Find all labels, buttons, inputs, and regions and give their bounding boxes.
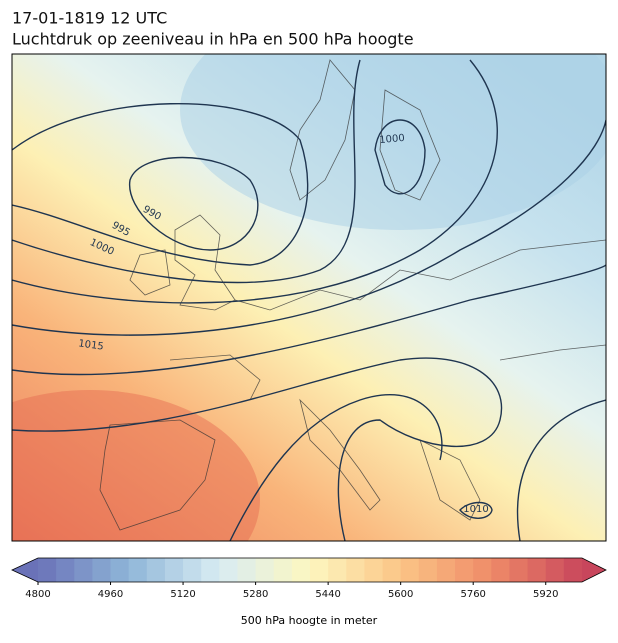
colorbar-bin <box>346 558 365 582</box>
colorbar-tick-label: 5920 <box>533 589 558 600</box>
colorbar-bin <box>328 558 347 582</box>
coastlines <box>99 59 606 531</box>
colorbar-tick-label: 5760 <box>460 589 485 600</box>
colorbar-bin <box>455 558 474 582</box>
colorbar-bin <box>491 558 510 582</box>
colorbar-tick-label: 5440 <box>315 589 340 600</box>
colorbar-tick-label: 5120 <box>170 589 195 600</box>
map-title: 17-01-1819 12 UTC <box>12 9 167 28</box>
high-height-area <box>12 390 260 541</box>
colorbar-bin <box>436 558 456 582</box>
low-height-area <box>180 54 606 230</box>
colorbar-extend-low <box>12 558 38 582</box>
colorbar-bin <box>110 558 130 582</box>
colorbar-bin <box>38 558 57 582</box>
isobar-label: 1000 <box>379 133 405 146</box>
colorbar-bin <box>219 558 238 582</box>
colorbar-bin <box>128 558 148 582</box>
colorbar-bin <box>364 558 383 582</box>
isobar-label: 1015 <box>78 338 105 352</box>
colorbar-label: 500 hPa hoogte in meter <box>241 614 378 627</box>
colorbar: 4800 4960 5120 5280 5440 5600 5760 5920 <box>11 557 607 600</box>
colorbar-bin <box>255 558 275 582</box>
colorbar-bin <box>382 558 402 582</box>
colorbar-bin <box>310 558 329 582</box>
colorbar-bin <box>291 558 311 582</box>
colorbar-bin <box>183 558 202 582</box>
colorbar-bin <box>400 558 420 582</box>
colorbar-bin <box>164 558 184 582</box>
colorbar-tick-label: 5280 <box>243 589 268 600</box>
map-subtitle: Luchtdruk op zeeniveau in hPa en 500 hPa… <box>12 30 414 49</box>
colorbar-tick-label: 5600 <box>388 589 413 600</box>
colorbar-bin <box>92 558 111 582</box>
colorbar-bin <box>563 558 583 582</box>
colorbar-bin <box>146 558 166 582</box>
colorbar-bin <box>56 558 75 582</box>
colorbar-bin <box>527 558 547 582</box>
colorbar-bin <box>473 558 492 582</box>
colorbar-tick-label: 4960 <box>98 589 123 600</box>
colorbar-bin <box>201 558 220 582</box>
colorbar-bin <box>545 558 565 582</box>
colorbar-bin <box>74 558 93 582</box>
isobars <box>12 59 606 541</box>
colorbar-bin <box>509 558 528 582</box>
colorbar-bin <box>273 558 293 582</box>
colorbar-outline <box>11 557 607 583</box>
isobar-label: 1010 <box>463 504 488 515</box>
map-frame <box>11 53 607 542</box>
colorbar-extend-high <box>582 558 606 582</box>
colorbar-bin <box>237 558 256 582</box>
colorbar-bin <box>418 558 438 582</box>
colorbar-tick-label: 4800 <box>25 589 50 600</box>
